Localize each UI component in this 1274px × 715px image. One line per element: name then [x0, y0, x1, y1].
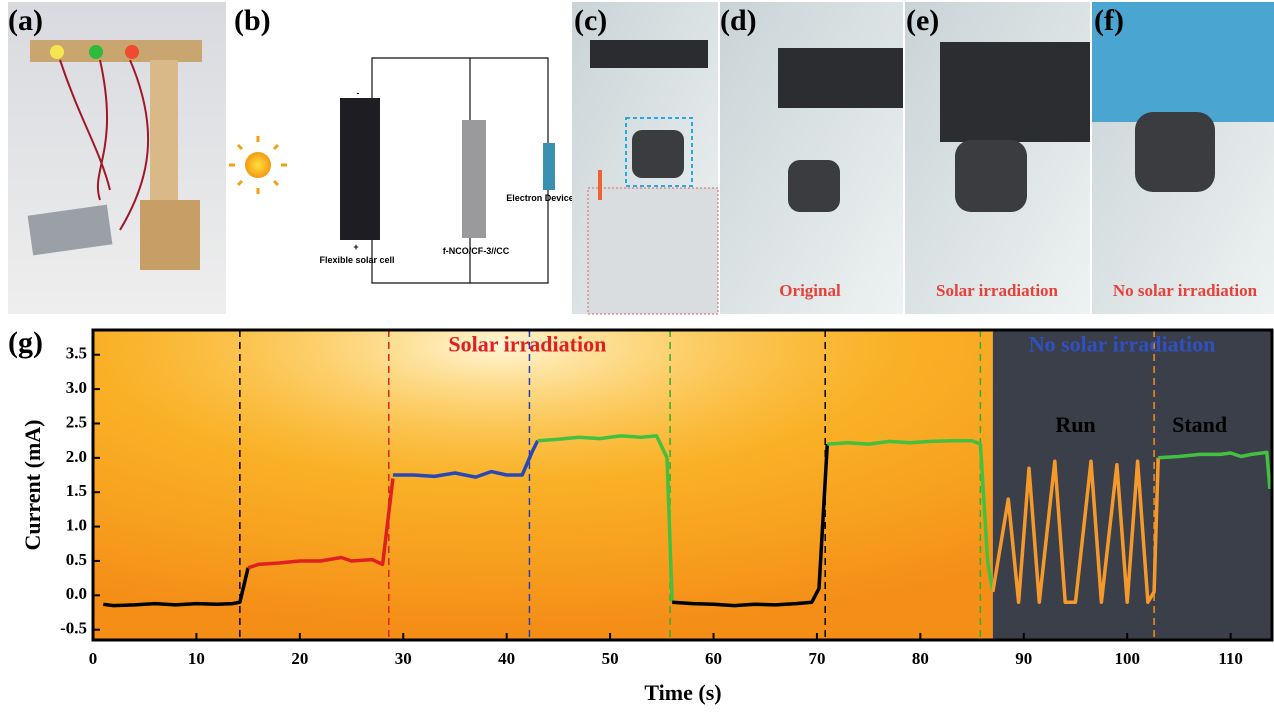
x-tick-label: 0: [89, 649, 98, 668]
data-line: [1158, 450, 1272, 489]
x-tick-label: 40: [498, 649, 515, 668]
caption: Original: [779, 281, 841, 300]
y-tick-label: 0.0: [66, 584, 87, 603]
x-axis-label: Time (s): [644, 680, 721, 705]
circuit-diagram: [229, 57, 555, 284]
panel-label: (d): [720, 4, 757, 37]
panel-label: (b): [234, 4, 271, 37]
y-tick-label: 2.5: [66, 412, 87, 431]
data-line: [991, 457, 1160, 604]
panel-label: (a): [8, 4, 43, 37]
panel-label: (e): [906, 4, 939, 37]
y-tick-label: 1.0: [66, 515, 87, 534]
plus-sign: +: [353, 242, 358, 252]
device-label: Electron Device: [506, 193, 574, 203]
data-line: [827, 438, 995, 593]
x-tick-label: 80: [912, 649, 929, 668]
sunlight-glow: [93, 330, 993, 640]
y-tick-label: 3.0: [66, 378, 87, 397]
y-tick-label: 3.5: [66, 344, 87, 363]
x-tick-label: 60: [705, 649, 722, 668]
x-tick-label: 70: [808, 649, 825, 668]
x-tick-label: 20: [291, 649, 308, 668]
y-axis-label: Current (mA): [20, 420, 45, 551]
photo-c: [572, 2, 719, 315]
caption: Solar irradiation: [936, 281, 1059, 300]
y-tick-label: -0.5: [60, 619, 87, 638]
data-line: [537, 434, 674, 603]
data-line: [392, 439, 540, 479]
y-tick-label: 1.5: [66, 481, 87, 500]
x-tick-label: 110: [1218, 649, 1243, 668]
x-tick-label: 100: [1114, 649, 1140, 668]
annotation: No solar irradiation: [1029, 332, 1216, 357]
x-tick-label: 50: [602, 649, 619, 668]
plot-frame: [91, 328, 1274, 642]
capacitor-label: f-NCO/CF-3//CC: [443, 246, 510, 256]
panel-label: (g): [8, 326, 43, 359]
annotation: Run: [1055, 412, 1095, 437]
data-line: [672, 443, 830, 608]
data-line: [247, 478, 395, 570]
panel-label: (c): [574, 4, 607, 37]
y-tick-label: 2.0: [66, 447, 87, 466]
annotation: Stand: [1172, 412, 1227, 437]
x-tick-label: 30: [395, 649, 412, 668]
photo-e: [905, 2, 1090, 314]
photo-a: [8, 2, 226, 314]
y-tick-label: 0.5: [66, 550, 87, 569]
panel-label: (f): [1094, 4, 1124, 37]
background-region: [992, 330, 1272, 640]
photo-d: [720, 2, 903, 314]
x-tick-label: 10: [188, 649, 205, 668]
caption: No solar irradiation: [1113, 281, 1258, 300]
solar-cell-label: Flexible solar cell: [319, 255, 394, 265]
x-tick-label: 90: [1015, 649, 1032, 668]
minus-sign: -: [357, 88, 360, 98]
annotation: Solar irradiation: [448, 332, 606, 357]
photo-f: [1092, 2, 1274, 314]
data-line: [103, 567, 250, 608]
chart: Solar irradiation No solar irradiation Run…: [60, 328, 1274, 668]
